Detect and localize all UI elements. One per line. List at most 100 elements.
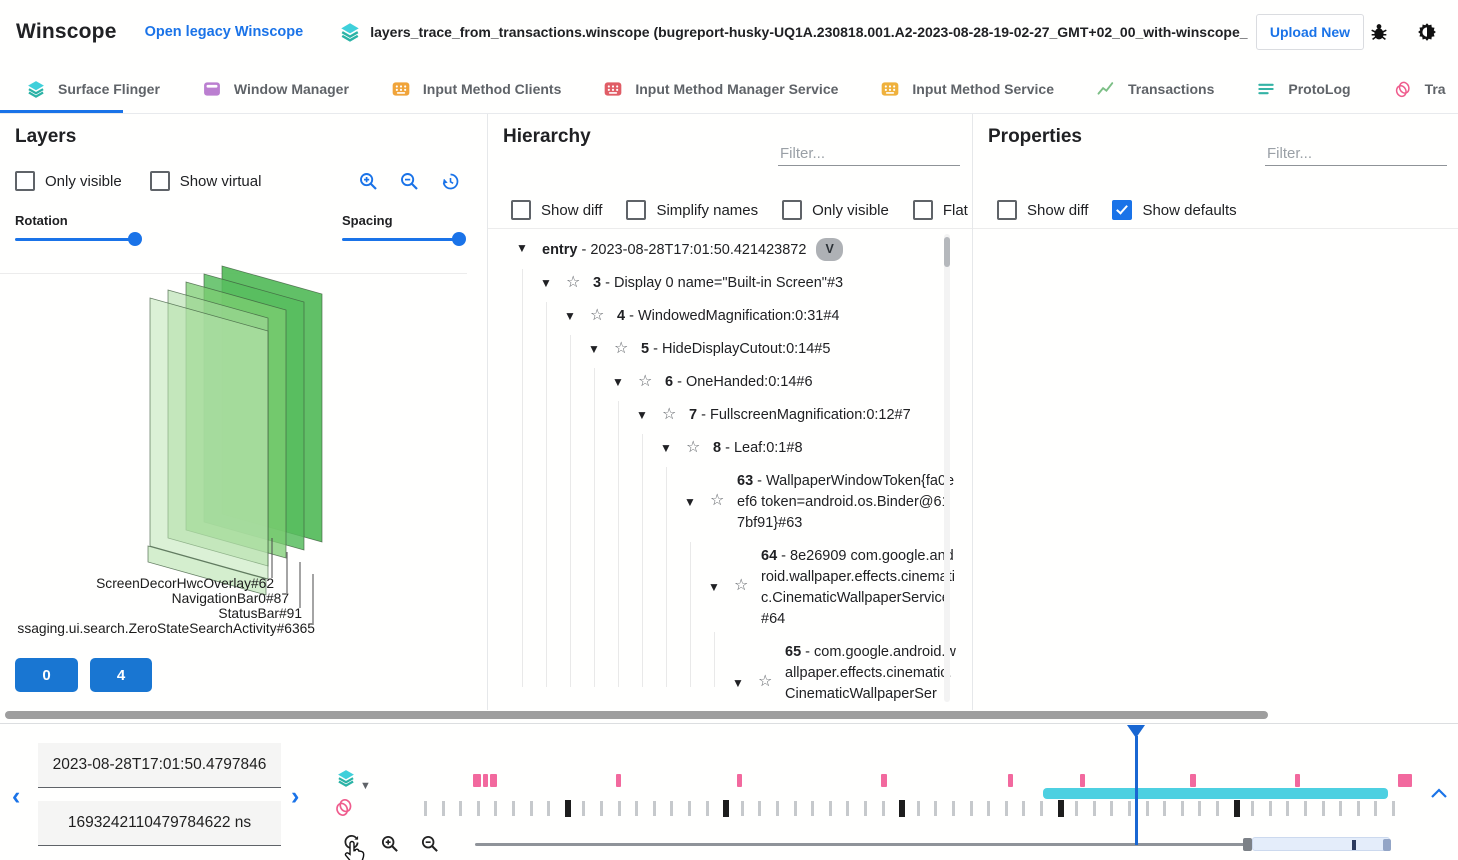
zoom-in-button[interactable]	[358, 171, 378, 191]
timeline-scrub-line[interactable]	[475, 843, 1245, 846]
tree-node-entry[interactable]: ▼ entry - 2023-08-28T17:01:50.421423872 V	[488, 232, 972, 267]
checkbox-icon[interactable]	[149, 171, 170, 191]
show-virtual-checkbox[interactable]: Show virtual	[149, 171, 261, 191]
upload-new-button[interactable]: Upload New	[1255, 14, 1364, 50]
tree-node-65[interactable]: ▼ ☆ 65 - com.google.android.wallpaper.eff…	[732, 644, 956, 702]
reset-view-button[interactable]	[440, 171, 460, 191]
star-icon[interactable]: ☆	[614, 340, 629, 357]
tab-input-method-clients[interactable]: Input Method Clients	[391, 79, 561, 99]
display-button-4[interactable]: 4	[90, 658, 152, 692]
checkbox-icon[interactable]	[997, 200, 1017, 220]
star-icon[interactable]: ☆	[686, 439, 701, 456]
show-diff-checkbox[interactable]: Show diff	[511, 200, 602, 220]
checkbox-icon[interactable]	[15, 171, 35, 191]
only-visible-checkbox[interactable]: Only visible	[782, 200, 889, 220]
ns-timestamp-input[interactable]	[38, 801, 281, 846]
collapse-arrow-icon[interactable]: ▼	[732, 676, 744, 690]
tree-node-3[interactable]: ▼ ☆ 3 - Display 0 name="Built-in Screen"#…	[488, 267, 972, 300]
next-entry-button[interactable]: ›	[291, 782, 300, 810]
slider-track[interactable]	[342, 238, 462, 241]
only-visible-checkbox[interactable]: Only visible	[15, 171, 122, 191]
properties-filter-input[interactable]	[1265, 142, 1447, 166]
bug-report-icon[interactable]	[1368, 21, 1390, 43]
transition-marker[interactable]	[473, 774, 481, 787]
transition-marker[interactable]	[1398, 774, 1412, 787]
star-icon[interactable]: ☆	[638, 373, 653, 390]
expand-timeline-chevron-icon[interactable]	[1430, 788, 1448, 799]
tab-transitions[interactable]: Tra	[1393, 79, 1446, 99]
collapse-arrow-icon[interactable]: ▼	[540, 276, 552, 290]
trace-coverage-bar[interactable]	[1043, 788, 1388, 799]
tree-node-7[interactable]: ▼ ☆ 7 - FullscreenMagnification:0:12#7	[488, 399, 972, 432]
collapse-arrow-icon[interactable]: ▼	[636, 408, 648, 422]
tab-window-manager[interactable]: Window Manager	[202, 79, 349, 99]
transition-marker[interactable]	[881, 774, 887, 787]
timeline-zoom-region-handle[interactable]	[1383, 839, 1391, 851]
open-legacy-link[interactable]: Open legacy Winscope	[144, 24, 304, 40]
layers-3d-view[interactable]: ScreenDecorHwcOverlay#62 NavigationBar0#…	[0, 254, 480, 694]
flat-checkbox[interactable]: Flat	[912, 200, 968, 220]
collapse-arrow-icon[interactable]: ▼	[612, 375, 624, 389]
slider-thumb[interactable]	[128, 232, 142, 246]
star-icon[interactable]: ☆	[590, 307, 605, 324]
hierarchy-scrollbar-track[interactable]	[944, 234, 950, 702]
collapse-arrow-icon[interactable]: ▼	[516, 241, 528, 255]
trace-selector-caret-icon[interactable]: ▼	[360, 780, 371, 792]
show-diff-checkbox[interactable]: Show diff	[997, 200, 1088, 220]
dark-mode-toggle-icon[interactable]	[1416, 21, 1438, 43]
playhead-line[interactable]	[1134, 736, 1138, 845]
tab-surface-flinger[interactable]: Surface Flinger	[26, 79, 160, 99]
checkbox-icon[interactable]	[912, 200, 933, 220]
previous-entry-button[interactable]: ‹	[12, 782, 21, 810]
star-icon[interactable]: ☆	[734, 577, 749, 594]
transition-marker[interactable]	[616, 774, 621, 787]
transition-marker[interactable]	[483, 774, 488, 787]
checkbox-icon[interactable]	[782, 200, 803, 220]
checkbox-icon[interactable]	[626, 200, 647, 220]
hierarchy-scrollbar-thumb[interactable]	[944, 237, 950, 267]
hierarchy-filter-input[interactable]	[778, 142, 960, 166]
collapse-arrow-icon[interactable]: ▼	[684, 495, 696, 509]
checkbox-icon[interactable]	[511, 200, 531, 220]
tree-node-8[interactable]: ▼ ☆ 8 - Leaf:0:1#8	[488, 432, 972, 465]
tree-node-6[interactable]: ▼ ☆ 6 - OneHanded:0:14#6	[488, 366, 972, 399]
transition-marker[interactable]	[737, 774, 742, 787]
star-icon[interactable]: ☆	[662, 406, 677, 423]
timeline-scrub-handle[interactable]	[1243, 838, 1252, 851]
tree-node-4[interactable]: ▼ ☆ 4 - WindowedMagnification:0:31#4	[488, 300, 972, 333]
tab-input-method-service[interactable]: Input Method Service	[880, 79, 1054, 99]
human-timestamp-input[interactable]	[38, 743, 281, 788]
slider-track[interactable]	[15, 238, 138, 241]
transition-marker[interactable]	[1008, 774, 1013, 787]
transition-marker[interactable]	[1190, 774, 1196, 787]
timeline-zoom-region[interactable]	[1252, 837, 1390, 851]
collapse-arrow-icon[interactable]: ▼	[588, 342, 600, 356]
star-icon[interactable]: ☆	[710, 492, 725, 509]
star-icon[interactable]: ☆	[758, 673, 773, 690]
spacing-slider[interactable]	[342, 232, 466, 246]
slider-thumb[interactable]	[452, 232, 466, 246]
zoom-out-button[interactable]	[399, 171, 419, 191]
transition-marker[interactable]	[1295, 774, 1300, 787]
tab-input-method-manager-service[interactable]: Input Method Manager Service	[603, 79, 838, 99]
collapse-arrow-icon[interactable]: ▼	[564, 309, 576, 323]
simplify-names-checkbox[interactable]: Simplify names	[626, 200, 758, 220]
collapse-arrow-icon[interactable]: ▼	[708, 580, 720, 594]
tab-protolog[interactable]: ProtoLog	[1256, 79, 1351, 99]
tree-node-5[interactable]: ▼ ☆ 5 - HideDisplayCutout:0:14#5	[488, 333, 972, 366]
layer-sheet[interactable]	[147, 545, 267, 596]
transition-marker[interactable]	[1080, 774, 1085, 787]
display-button-0[interactable]: 0	[15, 658, 78, 692]
rotation-slider[interactable]	[15, 232, 142, 246]
star-icon[interactable]: ☆	[566, 274, 581, 291]
tree-node-63[interactable]: ▼ ☆ 63 - WallpaperWindowToken{fa0eef6 tok…	[684, 473, 955, 531]
tab-transactions[interactable]: Transactions	[1096, 79, 1214, 99]
horizontal-scrollbar[interactable]	[5, 711, 1268, 719]
layer-sheet[interactable]	[149, 297, 269, 580]
checkbox-checked-icon[interactable]	[1112, 200, 1133, 220]
tree-node-64[interactable]: ▼ ☆ 64 - 8e26909 com.google.android.wallp…	[708, 548, 955, 627]
playhead-handle[interactable]	[1127, 725, 1145, 738]
show-defaults-checkbox[interactable]: Show defaults	[1112, 200, 1237, 220]
timeline-canvas[interactable]	[0, 724, 1458, 860]
collapse-arrow-icon[interactable]: ▼	[660, 441, 672, 455]
